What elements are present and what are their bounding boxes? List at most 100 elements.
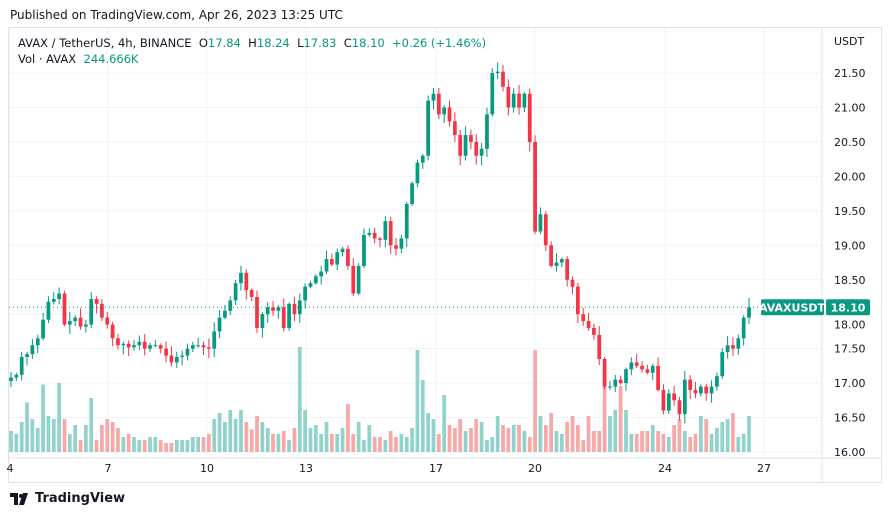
volume-bar xyxy=(452,428,457,452)
candle-body xyxy=(602,358,607,387)
volume-bar xyxy=(164,443,168,452)
volume-bar xyxy=(255,416,259,452)
change-value: +0.26 (+1.46%) xyxy=(392,36,487,50)
candle-body xyxy=(378,238,382,240)
candle-body xyxy=(78,317,83,327)
volume-bar xyxy=(709,434,714,452)
time-tick-label: 4 xyxy=(7,462,14,475)
price-tick-label: 18.50 xyxy=(834,274,866,287)
volume-bar xyxy=(41,384,45,452)
candle-body xyxy=(83,324,88,327)
volume-bar xyxy=(223,422,227,452)
volume-bar xyxy=(517,425,521,452)
volume-bar xyxy=(394,437,398,452)
volume-bar xyxy=(132,437,136,452)
volume-bar xyxy=(527,437,532,452)
volume-value: 244.666K xyxy=(83,52,139,66)
candle-body xyxy=(565,259,570,280)
candle-body xyxy=(362,234,366,266)
volume-bar xyxy=(292,428,297,452)
candle-body xyxy=(356,265,361,294)
candle-body xyxy=(624,369,628,384)
volume-bar xyxy=(174,440,179,452)
volume-bar xyxy=(666,437,671,452)
volume-bar xyxy=(324,422,329,452)
volume-bar xyxy=(431,419,436,452)
volume-bar xyxy=(415,350,420,452)
candle-body xyxy=(73,317,78,322)
volume-bar xyxy=(447,425,452,452)
volume-bar xyxy=(356,422,361,452)
price-tick-label: 16.50 xyxy=(834,412,866,425)
volume-bar xyxy=(736,437,741,452)
volume-bar xyxy=(575,425,580,452)
volume-bar xyxy=(661,434,666,452)
volume-bar xyxy=(511,425,516,452)
candle-body xyxy=(608,386,612,388)
volume-bar xyxy=(346,404,350,452)
volume-bar xyxy=(121,437,126,452)
symbol-label[interactable]: AVAX / TetherUS, 4h, BINANCE xyxy=(18,36,192,50)
time-tick-label: 7 xyxy=(105,462,112,475)
candle-body xyxy=(126,343,131,348)
time-tick-label: 17 xyxy=(429,462,443,475)
candle-body xyxy=(383,221,388,240)
volume-bar xyxy=(388,431,393,452)
volume-bar xyxy=(89,398,94,452)
candle-body xyxy=(501,71,505,87)
volume-bar xyxy=(383,440,388,452)
candle-body xyxy=(169,355,174,363)
candle-body xyxy=(319,271,324,277)
candle-body xyxy=(720,352,725,377)
volume-bar xyxy=(522,431,527,452)
volume-bar xyxy=(731,413,735,452)
price-tick-label: 20.00 xyxy=(834,170,866,183)
candle-body xyxy=(554,262,559,266)
candle-body xyxy=(255,296,259,328)
candle-body xyxy=(164,348,168,356)
volume-bar xyxy=(741,434,746,452)
candle-body xyxy=(399,238,404,249)
candle-body xyxy=(575,286,580,315)
candle-body xyxy=(559,259,564,263)
candle-body xyxy=(452,121,457,136)
tradingview-logo[interactable]: TradingView xyxy=(10,491,125,506)
volume-bar xyxy=(565,422,570,452)
volume-bar xyxy=(372,437,377,452)
close-value: 18.10 xyxy=(351,36,385,50)
candle-body xyxy=(372,232,377,239)
volume-bar xyxy=(474,419,479,452)
candle-body xyxy=(9,377,13,382)
volume-bar xyxy=(682,431,687,452)
volume-bar xyxy=(281,431,286,452)
candle-body xyxy=(110,324,115,339)
candle-body xyxy=(704,386,709,394)
volume-bar xyxy=(206,434,211,452)
volume-bar xyxy=(313,425,318,452)
volume-bar xyxy=(67,434,72,452)
volume-bar xyxy=(35,428,40,452)
high-value: 18.24 xyxy=(256,36,290,50)
volume-bar xyxy=(458,419,463,452)
price-tick-label: 19.50 xyxy=(834,205,866,218)
volume-bar xyxy=(196,437,201,452)
candle-body xyxy=(100,303,104,318)
volume-bar xyxy=(436,434,441,452)
volume-bar xyxy=(19,422,24,452)
currency-label: USDT xyxy=(834,35,865,48)
candle-body xyxy=(25,354,29,357)
candle-body xyxy=(329,259,334,265)
volume-bar xyxy=(83,425,88,452)
candle-body xyxy=(335,252,340,265)
volume-label: Vol · AVAX xyxy=(18,52,77,66)
candle-body xyxy=(223,310,227,318)
volume-bar xyxy=(201,437,206,452)
candle-body xyxy=(19,356,24,375)
candle-body xyxy=(340,248,345,253)
volume-bar xyxy=(485,440,489,452)
candle-body xyxy=(30,345,35,355)
candle-body xyxy=(281,307,286,328)
candle-body xyxy=(442,107,447,115)
candle-body xyxy=(239,272,243,284)
